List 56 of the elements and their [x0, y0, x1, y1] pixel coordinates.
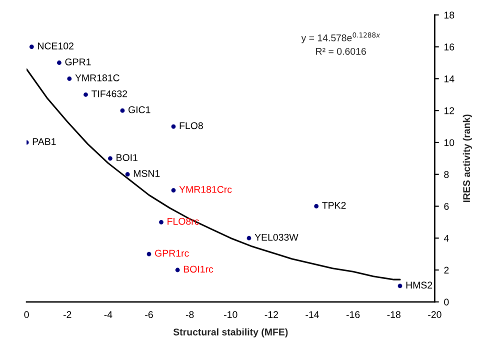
point — [314, 204, 319, 208]
point — [398, 284, 402, 288]
point — [125, 172, 130, 177]
data-label: YMR181Crc — [179, 186, 232, 193]
data-label: BOI1rc — [184, 266, 214, 273]
y-tick-label: 8 — [444, 171, 449, 178]
y-tick-label: 6 — [444, 202, 449, 210]
point — [159, 220, 164, 224]
x-tick-label: -8 — [186, 311, 194, 318]
data-label: YMR181C — [75, 74, 120, 82]
point — [108, 156, 112, 161]
y-tick-label: 0 — [444, 298, 449, 306]
y-tick-label: 14 — [444, 76, 454, 82]
data-label: GPR1rc — [155, 250, 189, 257]
y-axis-title: IRES activity (rank) — [462, 114, 472, 202]
data-label: TPK2 — [322, 202, 346, 209]
point — [120, 108, 125, 113]
x-tick-label: 0 — [24, 311, 29, 318]
x-tick-label: -10 — [224, 311, 238, 318]
x-tick-label: -16 — [346, 311, 360, 318]
point — [29, 44, 34, 49]
data-label: YEL033W — [254, 234, 298, 241]
x-tick-label: -2 — [63, 311, 72, 318]
y-tick-label: 16 — [444, 44, 454, 50]
point — [175, 268, 180, 272]
annotation: R² = 0.6016 — [316, 48, 366, 55]
point — [57, 60, 62, 65]
point — [171, 124, 176, 129]
y-tick-label: 12 — [444, 107, 454, 114]
x-tick-label: -18 — [387, 311, 400, 318]
x-tick-label: -12 — [264, 311, 278, 318]
data-label: MSN1 — [134, 170, 160, 177]
line-series — [26, 68, 401, 280]
data-label: GPR1 — [65, 58, 91, 66]
y-tick-label: 10 — [444, 139, 454, 146]
annotation: y = 14.578e$^{0.1288x}$ — [301, 32, 380, 44]
y-tick-label: 4 — [444, 234, 449, 242]
data-label: GIC1 — [128, 106, 150, 114]
data-label: PAB1 — [32, 138, 56, 145]
point — [146, 252, 152, 256]
y-tick-label: 18 — [444, 12, 454, 19]
x-tick-label: -4 — [104, 311, 112, 318]
y-tick-label: 2 — [444, 266, 449, 274]
x-tick-label: -20 — [428, 311, 442, 318]
data-label: FLO8 — [180, 122, 203, 130]
data-label: NCE102 — [38, 42, 74, 50]
x-tick-label: -14 — [306, 311, 319, 318]
data-label: TIF4632 — [92, 90, 128, 98]
point — [171, 188, 176, 192]
x-tick-label: -6 — [145, 311, 153, 318]
data-label: HMS2 — [406, 282, 432, 289]
point — [84, 92, 88, 97]
point — [67, 76, 72, 81]
x-axis-title: Structural stability (MFE) — [173, 328, 288, 338]
point — [246, 236, 252, 240]
data-label: BOI1 — [116, 154, 138, 162]
